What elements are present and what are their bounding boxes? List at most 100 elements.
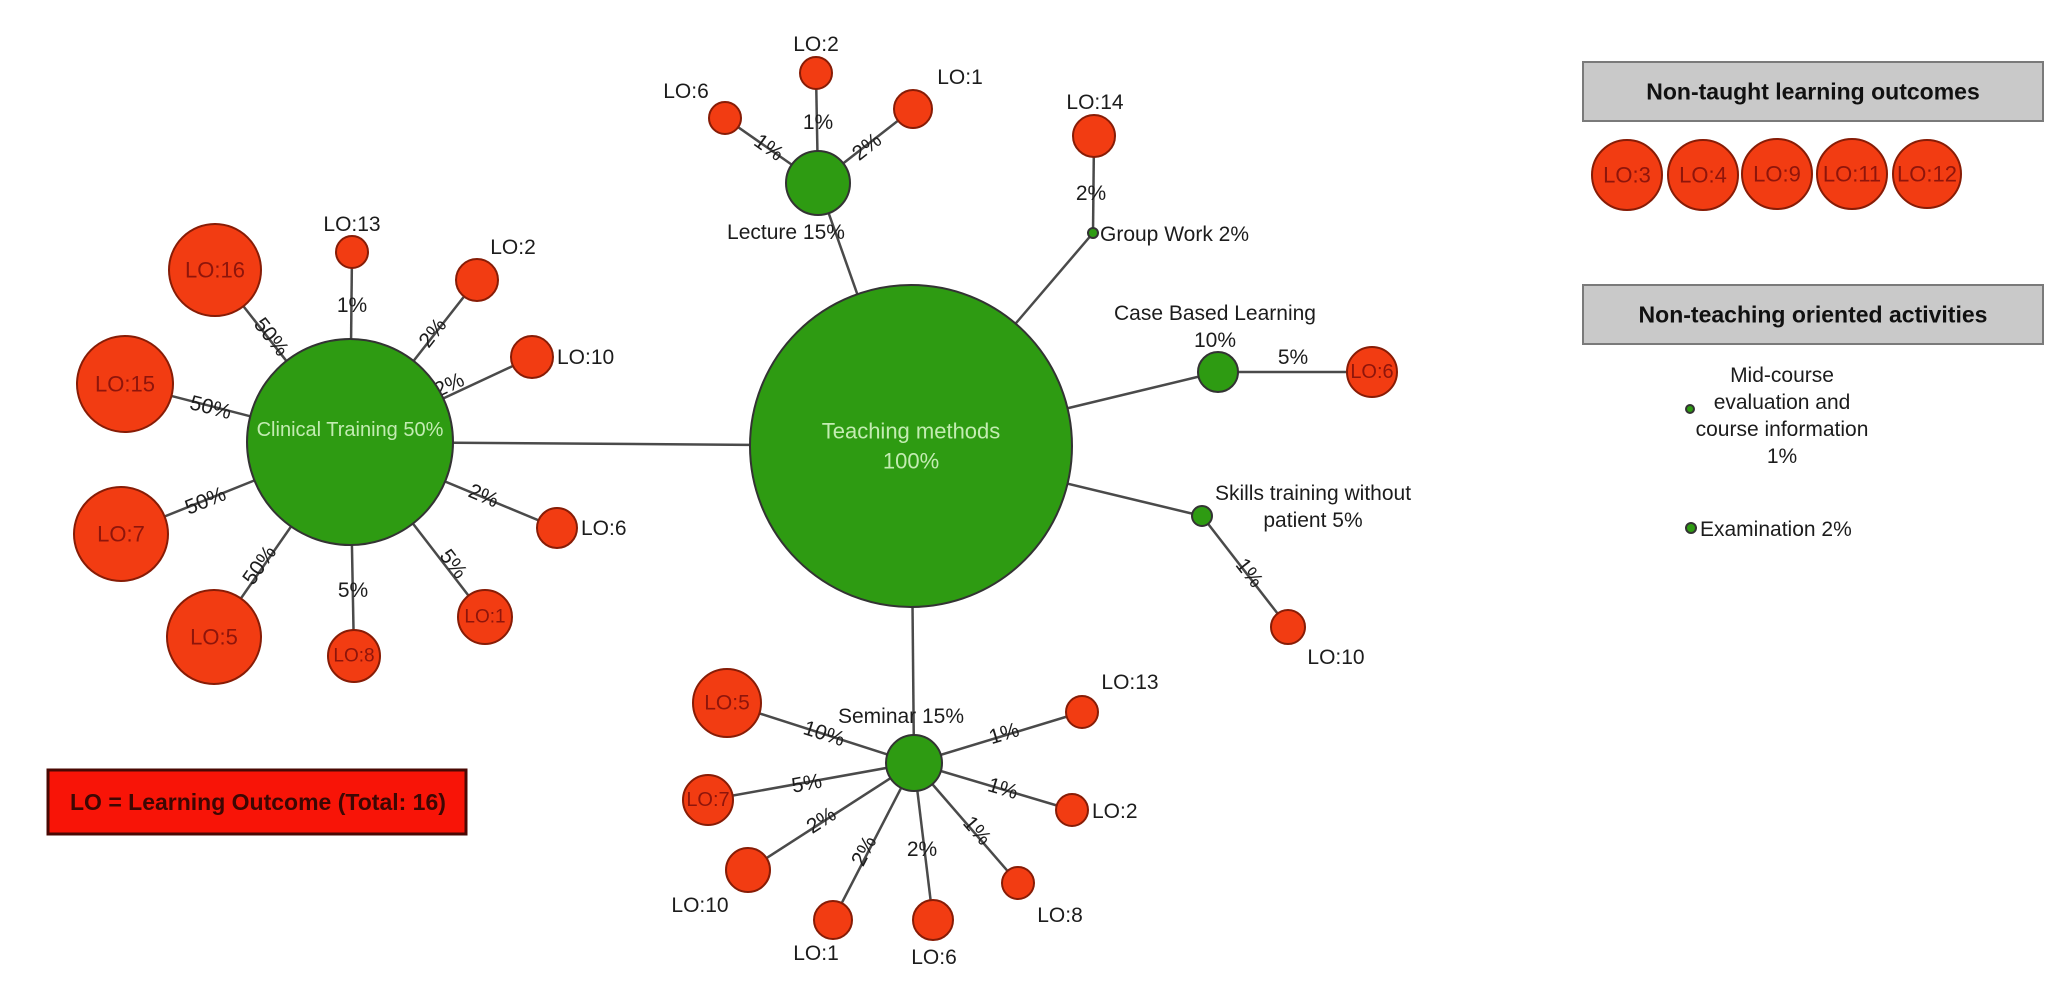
node-cl-lo1-label: LO:1 <box>464 607 505 628</box>
node-cl-lo2-circle <box>455 258 499 302</box>
node-clinical-circle <box>246 338 454 546</box>
edge-label-seminar-sem-lo2: 1% <box>985 773 1021 804</box>
node-lecture-label: Lecture 15% <box>727 221 845 244</box>
edge-seminar-sem-lo7 <box>707 761 915 802</box>
node-gw-lo14-circle <box>1072 114 1116 158</box>
node-clinical-label: Clinical Training 50% <box>257 419 444 441</box>
node-tm-circle <box>749 284 1073 608</box>
node-cl-lo8-circle <box>327 629 381 683</box>
node-p-lo4-circle <box>1667 139 1739 211</box>
edge-label-groupwork-gw-lo14: 2% <box>1076 182 1106 205</box>
node-cl-lo5-label: LO:5 <box>190 625 238 650</box>
node-cl-lo7-circle <box>73 486 169 582</box>
edge-label-clinical-cl-lo6: 2% <box>465 480 502 513</box>
node-cl-lo8-label: LO:8 <box>333 646 374 667</box>
node-tm-label: 100% <box>883 449 939 474</box>
node-sem-lo7-label: LO:7 <box>686 789 729 811</box>
node-sem-lo10-label: LO:10 <box>671 894 728 917</box>
node-p-lo12-circle <box>1892 139 1962 209</box>
node-p-lo12-label: LO:12 <box>1897 162 1957 187</box>
node-lec-lo1-label: LO:1 <box>937 66 983 89</box>
node-lec-lo6-circle <box>708 101 742 135</box>
node-cl-lo15-circle <box>76 335 174 433</box>
node-sem-lo2-circle <box>1055 793 1089 827</box>
node-lecture-circle <box>785 150 851 216</box>
node-cl-lo2-label: LO:2 <box>490 236 536 259</box>
node-midcourse-circle <box>1685 404 1695 414</box>
node-groupwork-label: Group Work 2% <box>1100 223 1249 246</box>
edge-label-seminar-sem-lo8: 1% <box>958 812 995 850</box>
node-seminar-circle <box>885 734 943 792</box>
legend-label: LO = Learning Outcome (Total: 16) <box>70 789 446 815</box>
node-sem-lo13-label: LO:13 <box>1101 671 1158 694</box>
node-p-lo9-label: LO:9 <box>1753 162 1801 187</box>
edge-label-clinical-cl-lo13: 1% <box>337 294 367 317</box>
node-cl-lo15-label: LO:15 <box>95 372 155 397</box>
node-exam-label: Examination 2% <box>1700 518 1852 541</box>
node-sem-lo13-circle <box>1065 695 1099 729</box>
node-cl-lo5-circle <box>166 589 262 685</box>
legend-box <box>46 768 468 836</box>
node-lec-lo1-circle <box>893 89 933 129</box>
node-cl-lo10-label: LO:10 <box>557 346 614 369</box>
node-sem-lo6-circle <box>912 899 954 941</box>
node-cl-lo16-label: LO:16 <box>185 258 245 283</box>
panel-non-taught-title: Non-taught learning outcomes <box>1646 79 1980 105</box>
node-p-lo4-label: LO:4 <box>1679 163 1727 188</box>
node-cl-lo10-circle <box>510 335 554 379</box>
node-sem-lo5-label: LO:5 <box>704 692 750 715</box>
node-sem-lo2-label: LO:2 <box>1092 800 1138 823</box>
node-groupwork-circle <box>1087 227 1099 239</box>
node-lec-lo6-label: LO:6 <box>663 80 709 103</box>
node-cl-lo1-circle <box>457 589 513 645</box>
node-cl-lo6-circle <box>536 507 578 549</box>
node-sem-lo1-circle <box>813 900 853 940</box>
node-p-lo11-circle <box>1816 138 1888 210</box>
node-exam-circle <box>1685 522 1697 534</box>
node-skills-label: Skills training without <box>1215 482 1411 505</box>
node-cbl-lo6-label: LO:6 <box>1350 361 1393 383</box>
legend: LO = Learning Outcome (Total: 16) <box>46 768 468 836</box>
edge-label-lecture-lec-lo2: 1% <box>803 111 833 134</box>
panel-non-teaching-box <box>1582 284 2044 345</box>
edge-skills-sk-lo10 <box>1201 515 1289 628</box>
nodes <box>73 56 1962 941</box>
node-cbl-lo6-circle <box>1346 346 1398 398</box>
node-sk-lo10-circle <box>1270 609 1306 645</box>
node-midcourse-label: 1% <box>1767 445 1797 468</box>
edge-label-clinical-cl-lo7: 50% <box>182 482 230 519</box>
node-labels: Teaching methods 100% Clinical Training 50… <box>95 33 1957 969</box>
node-cbl-label: Case Based Learning <box>1114 302 1316 325</box>
node-cbl-label: 10% <box>1194 329 1236 352</box>
node-midcourse-label: Mid-course <box>1730 364 1834 387</box>
edge-label-clinical-cl-lo15: 50% <box>187 391 233 424</box>
node-midcourse-label: evaluation and <box>1714 391 1851 414</box>
node-p-lo9-circle <box>1741 138 1813 210</box>
node-sk-lo10-label: LO:10 <box>1307 646 1364 669</box>
node-sem-lo1-label: LO:1 <box>793 942 839 965</box>
node-cbl-circle <box>1197 351 1239 393</box>
edge-label-lecture-lec-lo6: 1% <box>750 130 788 166</box>
edge-label-seminar-sem-lo7: 5% <box>790 770 824 798</box>
edge-label-seminar-sem-lo10: 2% <box>802 803 840 839</box>
node-cl-lo6-label: LO:6 <box>581 517 627 540</box>
edge-seminar-sem-lo13 <box>913 710 1083 765</box>
node-p-lo3-label: LO:3 <box>1603 163 1651 188</box>
node-lec-lo2-circle <box>799 56 833 90</box>
node-sem-lo6-label: LO:6 <box>911 946 957 969</box>
node-sem-lo10-circle <box>725 847 771 893</box>
node-lec-lo2-label: LO:2 <box>793 33 839 56</box>
node-seminar-label: Seminar 15% <box>838 705 964 728</box>
edge-label-seminar-sem-lo6: 2% <box>907 838 937 861</box>
node-midcourse-label: course information <box>1696 418 1869 441</box>
edge-label-clinical-cl-lo8: 5% <box>338 579 368 602</box>
panel-non-teaching-title: Non-teaching oriented activities <box>1639 302 1988 328</box>
node-gw-lo14-label: LO:14 <box>1066 91 1124 114</box>
node-sem-lo5-circle <box>692 668 762 738</box>
node-sem-lo8-circle <box>1001 866 1035 900</box>
node-cl-lo16-circle <box>168 223 262 317</box>
node-sem-lo7-circle <box>682 774 734 826</box>
node-skills-label: patient 5% <box>1263 509 1362 532</box>
edge-seminar-sem-lo1 <box>831 762 916 921</box>
